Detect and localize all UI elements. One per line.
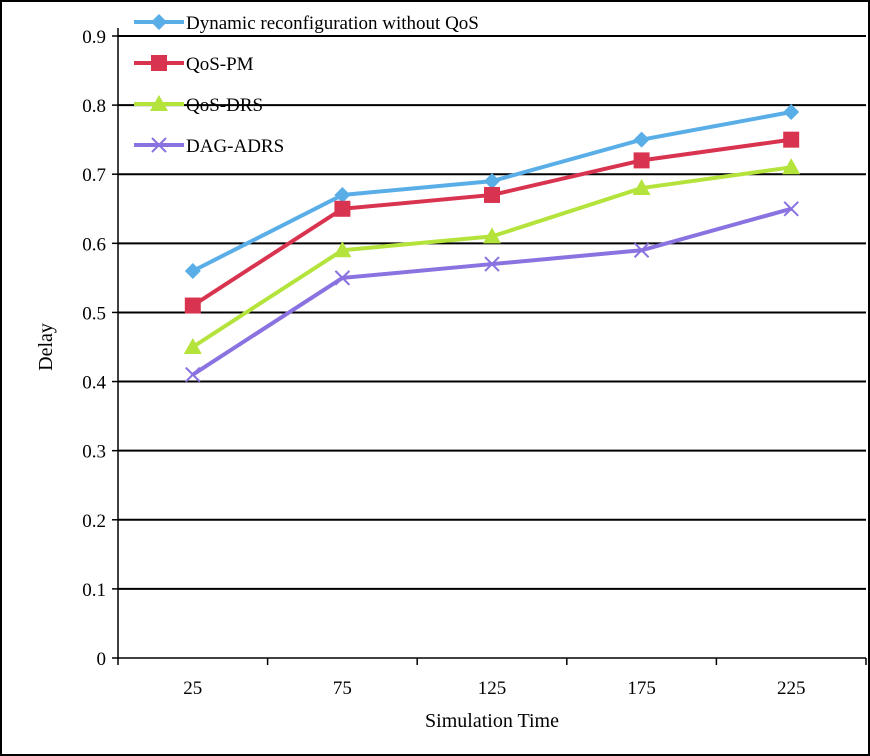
- legend-label: Dynamic reconfiguration without QoS: [186, 13, 479, 34]
- legend-marker: [151, 137, 167, 153]
- legend-item: QoS-DRS: [134, 95, 263, 116]
- y-tick-label: 0.5: [82, 303, 106, 324]
- x-axis-title: Simulation Time: [425, 710, 559, 732]
- legend-label: QoS-DRS: [186, 95, 263, 116]
- y-tick-label: 0.8: [82, 96, 106, 117]
- series-lines: [183, 104, 801, 383]
- y-axis-title: Delay: [35, 323, 57, 371]
- data-point: [184, 262, 201, 279]
- data-point: [334, 186, 351, 203]
- gridlines: [112, 35, 867, 665]
- data-point: [333, 241, 352, 258]
- y-tick-labels: 0 0.1 0.2 0.3 0.4 0.5 0.6 0.7 0.8 0.9: [82, 27, 106, 670]
- data-point: [632, 179, 651, 196]
- x-tick-labels: 25 75 125 175 225: [183, 678, 805, 699]
- y-tick-label: 0.4: [82, 373, 106, 394]
- y-tick-label: 0.2: [82, 511, 106, 532]
- y-tick-label: 0.9: [82, 27, 106, 48]
- legend-marker: [150, 95, 168, 111]
- data-point: [185, 366, 201, 383]
- x-tick-label: 175: [627, 678, 656, 699]
- legend: Dynamic reconfiguration without QoS QoS-P…: [134, 13, 479, 157]
- data-point: [334, 200, 351, 217]
- data-point: [783, 131, 800, 148]
- x-tick-label: 225: [777, 678, 806, 699]
- legend-marker: [151, 14, 167, 30]
- legend-item: Dynamic reconfiguration without QoS: [134, 13, 479, 34]
- axes: [117, 28, 866, 659]
- series-4: [185, 201, 799, 383]
- data-point: [184, 297, 201, 314]
- data-point: [484, 173, 500, 190]
- series-line: [191, 137, 792, 308]
- series-2: [184, 131, 800, 314]
- data-point: [783, 104, 800, 121]
- data-point: [484, 256, 500, 272]
- x-tick-label: 25: [183, 678, 202, 699]
- data-point: [183, 338, 202, 354]
- data-point: [633, 242, 650, 258]
- series-1: [184, 104, 800, 279]
- data-point: [633, 131, 650, 148]
- y-tick-label: 0: [97, 649, 107, 670]
- series-3: [183, 158, 801, 354]
- data-point: [483, 227, 501, 244]
- data-point: [334, 270, 351, 286]
- legend-label: QoS-PM: [186, 54, 254, 75]
- y-tick-label: 0.1: [82, 580, 106, 601]
- y-tick-label: 0.7: [82, 165, 106, 186]
- data-point: [633, 152, 650, 169]
- data-point: [484, 186, 500, 203]
- legend-label: DAG-ADRS: [186, 136, 284, 157]
- legend-item: QoS-PM: [134, 54, 254, 75]
- legend-item: DAG-ADRS: [134, 136, 284, 157]
- y-tick-label: 0.6: [82, 234, 106, 255]
- y-tick-label: 0.3: [82, 442, 106, 463]
- x-tick-label: 125: [478, 678, 507, 699]
- data-point: [783, 201, 799, 217]
- legend-marker: [151, 55, 167, 71]
- x-tick-label: 75: [333, 678, 352, 699]
- data-point: [782, 158, 801, 175]
